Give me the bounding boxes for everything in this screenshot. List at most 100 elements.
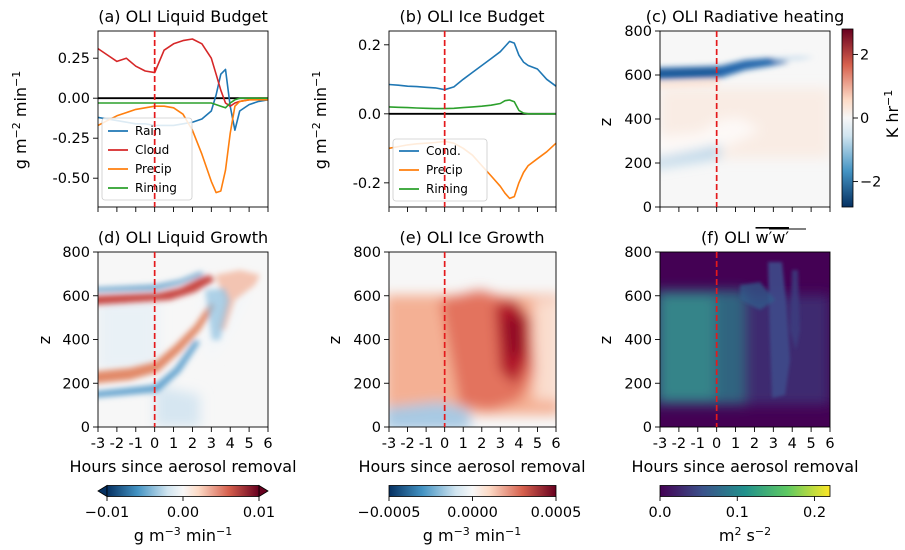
xtick-label: 6 [825,436,834,452]
cloud-top-core [660,68,718,77]
panel-f-xlabel: Hours since aerosol removal [631,457,858,476]
clear-region [660,118,760,160]
mid-evap-band [205,288,230,340]
panel-a-xticks [97,207,269,212]
legend-frame [101,117,193,201]
series-line-cond [388,40,557,91]
series-line-precip [97,99,268,194]
xtick-label: 3 [769,436,778,452]
panel-f-xticks: -3 -2 -1 0 1 2 3 4 5 6 [653,427,835,452]
colorbar-tick-label: 0.0005 [531,505,582,521]
xtick-label: 4 [788,436,797,452]
lower-cooling [660,145,720,167]
ytick-label: 0 [643,420,652,436]
panel-d-colorbar-label: g m−3 min−1 [134,525,233,546]
panel-e-title: (e) OLI Ice Growth [399,228,544,247]
colorbar-tick-label: 2 [860,47,869,63]
xtick-label: 5 [806,436,815,452]
colorbar-tick-label: 0.2 [803,505,826,521]
mid-layer [98,300,158,370]
legend-riming: Riming [135,181,177,195]
ytick-label: 0 [372,420,381,436]
xtick-label: 6 [551,436,560,452]
colorbar-tick-label: 0.0000 [447,505,498,521]
xtick-label: 4 [226,436,235,452]
panel-c-title: (c) OLI Radiative heating [646,7,845,26]
xtick-label: 4 [514,436,523,452]
colorbar-tick-label: 0.01 [243,505,275,521]
xtick-label: 1 [169,436,178,452]
xtick-label: 2 [477,436,486,452]
ytick-label: 400 [624,333,652,349]
panel-d: (d) OLI Liquid Growth z 0 200 400 600 800 -3… [35,228,297,545]
ytick-label: 200 [353,376,381,392]
panel-c-colorbar-label: K hr−1 [882,90,903,139]
ytick-label: 400 [62,333,90,349]
ytick-label: 0.0 [358,107,381,123]
legend-precip: Precip [135,162,172,176]
ytick-label: 800 [353,245,381,261]
panel-d-xlabel: Hours since aerosol removal [69,457,296,476]
panel-f-title: (f) OLI w′w′ [701,228,789,247]
xtick-label: 1 [731,436,740,452]
xtick-label: 0 [150,436,159,452]
panel-b-title: (b) OLI Ice Budget [399,7,544,26]
panel-d-colorbar [106,485,260,497]
lower-growth-band [98,303,215,384]
growth-tail [535,300,556,400]
panel-e-heatmap [389,252,556,427]
panel-e-colorbar-ticks: −0.0005 0.0000 0.0005 [358,496,582,521]
panel-b-xticks [388,207,557,212]
panel-f-frame [659,251,831,428]
ytick-label: 800 [624,24,652,40]
panel-f-yticks: 0 200 400 600 800 [624,245,660,436]
panel-c-frame [659,30,831,208]
panel-e: (e) OLI Ice Growth z 0 200 400 600 800 -3 -2-… [325,228,586,545]
xtick-label: -2 [110,436,124,452]
panel-f-colorbar-ticks: 0.0 0.1 0.2 [648,496,826,521]
ytick-label: 0 [81,420,90,436]
panel-b: (b) OLI Ice Budget g m−2 min−1 0.2 0.0 -0.… [310,7,557,212]
panel-e-xticks: -3 -2 -1 0 1 2 3 4 5 6 [382,427,561,452]
legend-riming: Riming [426,182,468,196]
ytick-label: 200 [624,376,652,392]
panel-d-frame [97,251,269,428]
xtick-label: -3 [91,436,105,452]
panel-a-series [97,38,269,194]
xtick-label: -1 [419,436,433,452]
panel-e-yticks: 0 200 400 600 800 [353,245,389,436]
legend-frame [392,138,488,202]
colorbar-tick-label: −0.01 [85,505,129,521]
panel-a-frame [97,30,269,208]
panel-f-colorbar [659,485,831,497]
panel-a-title: (a) OLI Liquid Budget [98,7,268,26]
xtick-label: 2 [750,436,759,452]
panel-a-legend: Rain Cloud Precip Riming [101,117,193,201]
panel-d-ylabel: z [35,336,54,344]
top-evap-band [98,272,205,292]
ytick-label: -0.2 [353,176,381,192]
xtick-label: -1 [691,436,705,452]
plume-streak-2 [790,270,800,350]
colorbar-tick-label: −2 [860,175,881,191]
panel-d-colorbar-max-arrow [258,484,269,498]
panel-c: (c) OLI Radiative heating z 0 200 400 600 80… [596,7,902,216]
panel-d-colorbar-ticks: −0.01 0.00 0.01 [85,496,275,521]
aerosol-removal-lines [153,31,718,427]
xtick-label: 5 [244,436,253,452]
panel-c-xticks [659,207,831,212]
panel-c-yticks: 0 200 400 600 800 [624,24,660,216]
xtick-label: 3 [207,436,216,452]
panel-e-xlabel: Hours since aerosol removal [358,457,585,476]
top-growth-band [98,275,215,305]
panel-c-heatmap [660,31,830,207]
xtick-label: 2 [188,436,197,452]
series-line-riming [98,97,268,109]
ytick-label: 600 [624,289,652,305]
lower-sublimation [389,402,470,427]
colorbar-tick-label: 0.0 [648,505,671,521]
ytick-label: 400 [624,112,652,128]
colorbar-tick-label: 0.1 [726,505,749,521]
